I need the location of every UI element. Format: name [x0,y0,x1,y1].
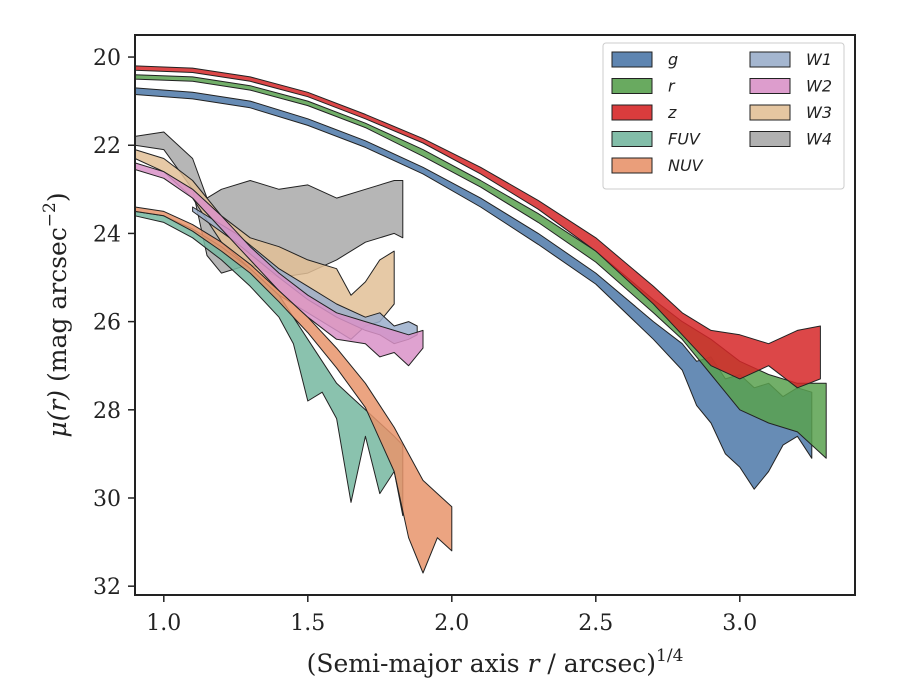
series-band-W2 [134,162,424,367]
y-tick-label: 22 [93,134,121,159]
legend-swatch-W1 [749,51,791,68]
series-band-NUV [134,206,453,574]
x-tick-label: 1.0 [146,611,181,636]
legend-label-W1: W1 [806,50,832,69]
x-axis-label: (Semi-major axis r / arcsec)1/4 [307,646,684,678]
y-tick-label: 32 [93,575,121,600]
legend-label-NUV: NUV [668,156,704,175]
y-tick-label: 20 [93,46,121,71]
legend-label-g: g [668,50,678,69]
series-band-r [134,74,827,459]
y-tick-label: 30 [93,487,121,512]
legend-label-r: r [668,77,676,96]
legend-label-z: z [667,103,677,122]
plot-frame [134,34,856,596]
legend-swatch-z [611,104,653,121]
legend-swatch-W3 [749,104,791,121]
legend-swatch-NUV [611,157,653,174]
x-tick-label: 2.5 [578,611,613,636]
x-tick-label: 1.5 [290,611,325,636]
y-tick-label: 24 [93,222,121,247]
legend-label-FUV: FUV [668,130,701,149]
legend-label-W4: W4 [806,130,832,149]
x-tick-label: 3.0 [722,611,757,636]
band-layer [134,65,827,574]
y-axis-label: μ(r) (mag arcsec−2) [40,192,72,437]
legend-swatch-r [611,78,653,94]
legend-label-W3: W3 [806,103,832,122]
series-band-W4 [134,131,404,278]
legend: grz FUV NUV W1 W2 W3 W4 [602,42,845,190]
legend-swatch-g [611,51,653,68]
x-tick-label: 2.0 [434,611,469,636]
series-band-g [134,87,813,490]
y-tick-label: 28 [93,399,121,424]
y-tick-label: 26 [93,311,121,336]
y-axis-ticks: 20 22 24 26 28 30 32 [93,46,135,600]
legend-swatch-W4 [749,131,791,147]
legend-label-W2: W2 [806,77,832,96]
series-band-z [134,65,821,389]
x-axis-ticks: 1.0 1.5 2.0 2.5 3.0 [146,595,757,636]
legend-swatch-FUV [611,131,653,147]
legend-swatch-W2 [749,78,791,94]
